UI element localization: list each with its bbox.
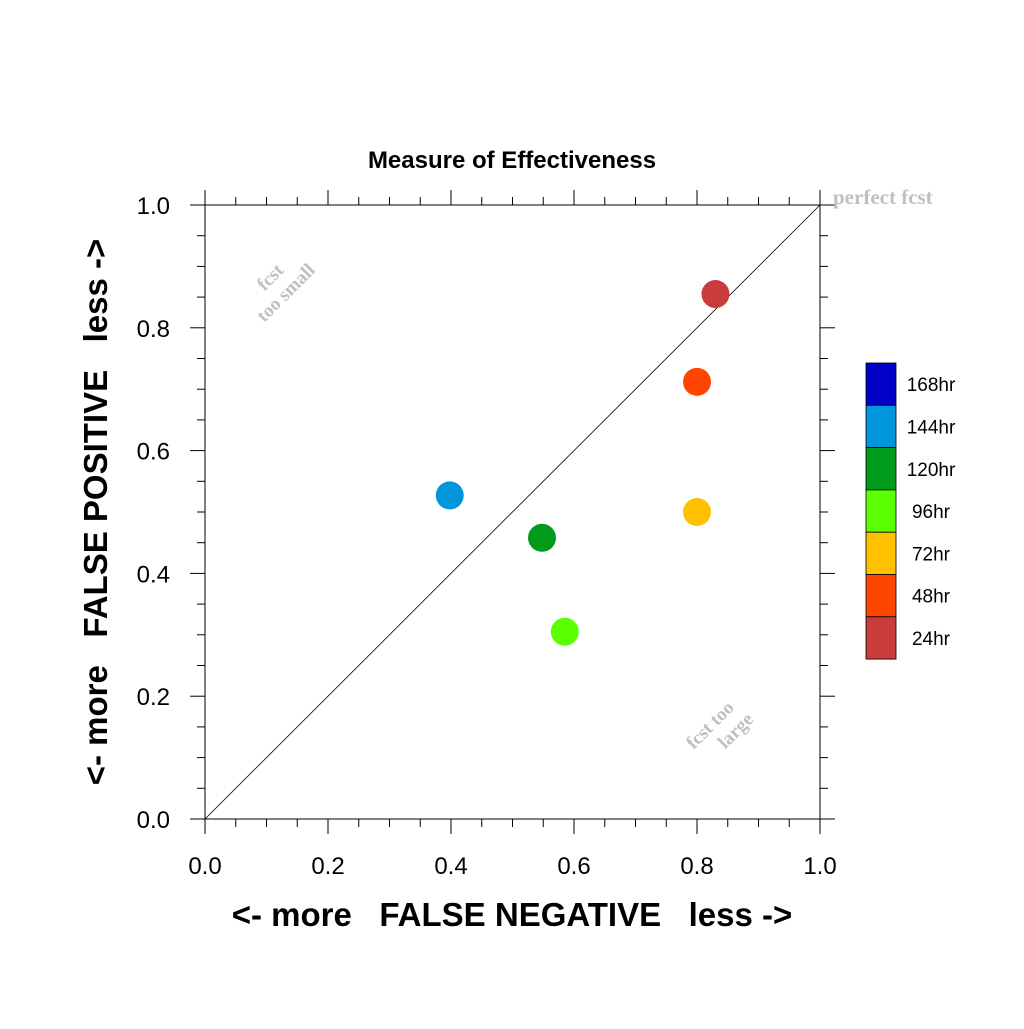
point-24hr <box>701 280 730 309</box>
y-tick-label: 0.6 <box>137 439 170 466</box>
point-72hr <box>683 498 711 526</box>
y-axis-tick-labels: 0.0 0.2 0.4 0.6 0.8 1.0 <box>137 193 170 834</box>
x-tick-label: 0.0 <box>188 853 221 880</box>
legend-label-24hr: 24hr <box>912 629 951 650</box>
legend-label-72hr: 72hr <box>912 544 951 565</box>
x-tick-label: 0.8 <box>680 853 713 880</box>
legend-swatch-144hr <box>865 404 897 448</box>
point-96hr <box>550 617 579 646</box>
x-axis-ticks <box>204 190 821 834</box>
legend-swatch-96hr <box>865 489 897 533</box>
legend-swatch-24hr <box>865 616 897 660</box>
chart-title: Measure of Effectiveness <box>368 147 656 174</box>
legend-swatch-168hr <box>865 362 897 406</box>
legend-label-168hr: 168hr <box>907 375 956 396</box>
y-tick-label: 0.8 <box>137 316 170 343</box>
x-tick-label: 0.4 <box>434 853 467 880</box>
legend-swatch-72hr <box>865 531 897 575</box>
legend-label-144hr: 144hr <box>907 417 956 438</box>
legend-label-96hr: 96hr <box>912 502 951 523</box>
legend-swatch-120hr <box>865 447 897 491</box>
y-tick-label: 0.0 <box>137 807 170 834</box>
point-120hr <box>528 523 557 552</box>
scatter-points <box>435 280 730 646</box>
annotation-too-large: fcst too large <box>682 697 758 753</box>
annotation-too-small: fcst too small <box>253 260 320 327</box>
y-axis-label: <- more FALSE POSITIVE less -> <box>77 239 114 786</box>
x-axis-tick-labels: 0.0 0.2 0.4 0.6 0.8 1.0 <box>188 853 836 880</box>
x-tick-label: 0.2 <box>311 853 344 880</box>
point-48hr <box>683 367 711 396</box>
y-tick-label: 1.0 <box>137 193 170 220</box>
legend-label-48hr: 48hr <box>912 587 951 608</box>
legend-label-120hr: 120hr <box>907 460 956 481</box>
y-tick-label: 0.2 <box>137 684 170 711</box>
x-tick-label: 0.6 <box>557 853 590 880</box>
annotation-perfect-forecast: perfect fcst <box>833 185 933 209</box>
y-axis-ticks <box>190 204 835 820</box>
y-tick-label: 0.4 <box>137 561 170 588</box>
x-axis-label: <- more FALSE NEGATIVE less -> <box>232 896 793 933</box>
x-tick-label: 1.0 <box>803 853 836 880</box>
legend: 168hr 144hr 120hr 96hr 72hr 48hr 24hr <box>865 362 956 660</box>
legend-swatch-48hr <box>865 574 897 618</box>
point-144hr <box>435 481 464 510</box>
